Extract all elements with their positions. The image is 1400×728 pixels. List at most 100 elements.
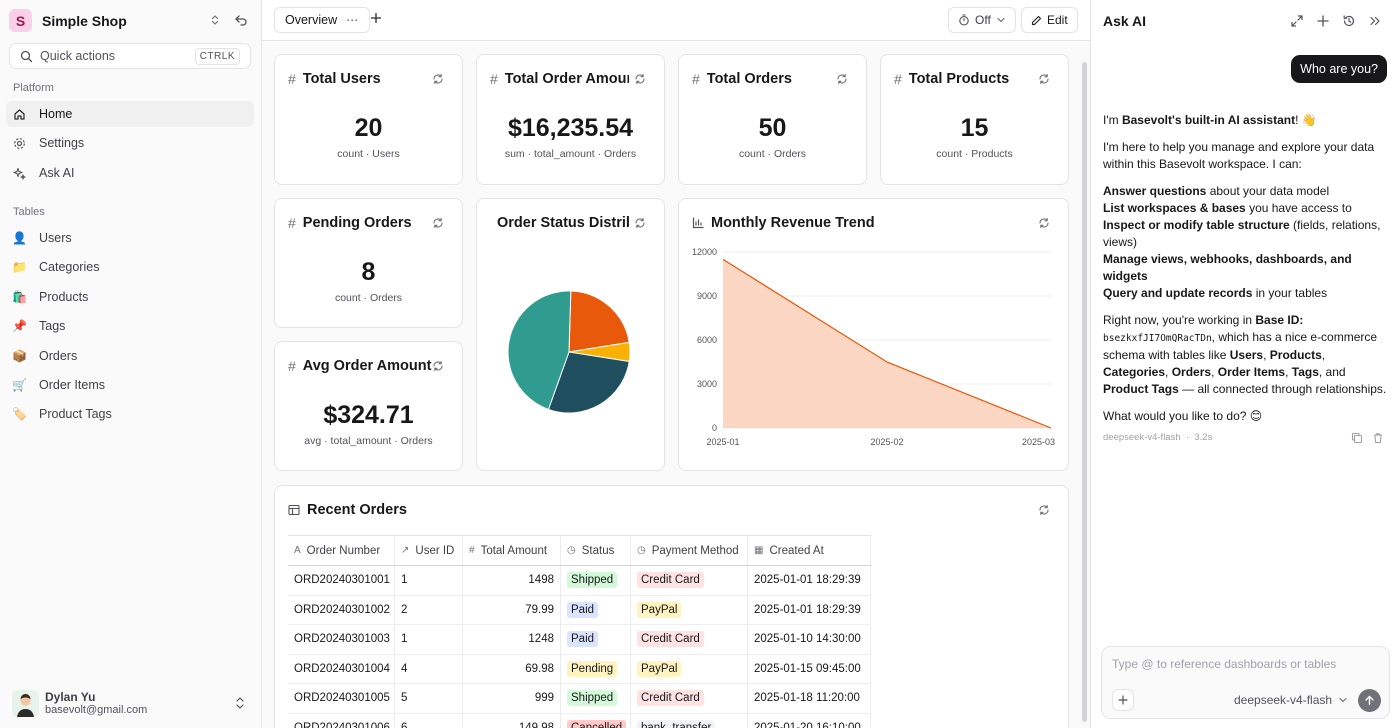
collapse-panel-icon[interactable] [1368,14,1382,28]
table-cell-order: ORD20240301002 [288,595,395,624]
auto-refresh-toggle[interactable]: Off [948,7,1016,33]
refresh-icon[interactable] [1038,73,1050,85]
pie-slice[interactable] [507,290,572,411]
cell-value: 2025-01-01 18:29:39 [754,603,861,616]
total-orders-widget[interactable]: # Total Orders 50 count · Orders [678,54,867,185]
table-row[interactable]: ORD20240301004 4 69.98 Pending PayPal 2025-01… [288,654,871,684]
sidebar-item-home[interactable]: Home [6,101,254,127]
refresh-icon[interactable] [432,73,444,85]
trash-icon[interactable] [1372,432,1384,444]
cell-value: ORD20240301004 [294,662,390,675]
copy-icon[interactable] [1351,432,1363,444]
table-row[interactable]: ORD20240301002 2 79.99 Paid PayPal 2025-01-01… [288,595,871,625]
send-button[interactable] [1358,689,1381,712]
pie-chart [507,290,631,414]
sidebar-item-table[interactable]: 📦 Orders [6,343,254,369]
table-row[interactable]: ORD20240301003 1 1248 Paid Credit Card 2025-0… [288,625,871,655]
status-badge: Cancelled [567,719,627,728]
undo-icon[interactable] [234,13,248,27]
sidebar-item-label: Users [39,231,72,245]
column-header[interactable]: ◷ Payment Method [631,536,748,565]
dashboard-scrollbar[interactable] [1082,52,1088,728]
text-fragment: I'm [1103,113,1122,127]
series-line[interactable] [722,258,1052,429]
sidebar-item-table[interactable]: 🛍️ Products [6,284,254,310]
attach-button[interactable] [1112,689,1134,711]
column-header-label: Status [581,544,615,557]
table-row[interactable]: ORD20240301005 5 999 Shipped Credit Card 2025… [288,684,871,714]
refresh-icon[interactable] [1038,504,1050,516]
history-icon[interactable] [1342,14,1356,28]
table-emoji-icon: 📌 [12,319,27,333]
model-select-value: deepseek-v4-flash [1234,693,1333,707]
edit-button[interactable]: Edit [1021,7,1078,33]
sidebar-item-ask-ai[interactable]: Ask AI [6,160,254,186]
sidebar-item-table[interactable]: 📌 Tags [6,313,254,339]
sidebar-item-table[interactable]: 📁 Categories [6,254,254,280]
user-message-bubble: Who are you? [1291,55,1387,83]
refresh-icon[interactable] [432,360,444,372]
chevron-down-icon [997,17,1005,23]
more-icon[interactable]: ⋯ [346,13,360,27]
pie-slice[interactable] [568,290,630,353]
column-header[interactable]: ↗ User ID [395,536,463,565]
table-cell-user: 5 [395,684,463,713]
quick-actions-button[interactable]: Quick actions CTRLK [9,43,251,69]
total-users-widget[interactable]: # Total Users 20 count · Users [274,54,463,185]
tables-section-label: Tables [13,206,45,218]
avg-order-amount-widget[interactable]: # Avg Order Amount $324.71 avg · total_am… [274,341,463,471]
capability-item: Manage views, webhooks, dashboards, and … [1103,251,1388,285]
new-chat-icon[interactable] [1316,14,1330,28]
pending-orders-widget[interactable]: # Pending Orders 8 count · Orders [274,198,463,328]
total-products-widget[interactable]: # Total Products 15 count · Products [880,54,1069,185]
refresh-icon[interactable] [432,217,444,229]
sidebar-item-label: Home [39,107,73,121]
table-row[interactable]: ORD20240301006 6 149.98 Cancelled bank_trans… [288,713,871,728]
expand-icon[interactable] [1290,14,1304,28]
x-tick-label: 2025-01 [706,437,739,447]
capability-detail: in your tables [1252,286,1328,300]
table-cell-order: ORD20240301001 [288,566,395,595]
column-header[interactable]: ◷ Status [561,536,631,565]
monthly-revenue-chart-widget[interactable]: Monthly Revenue Trend 0 3000 6000 9000 12000… [678,198,1069,471]
refresh-icon[interactable] [634,73,646,85]
column-header[interactable]: ▦ Created At [748,536,871,565]
sidebar-item-label: Order Items [39,378,105,392]
table-cell-order: ORD20240301006 [288,713,395,728]
scrollbar-thumb[interactable] [1082,62,1087,722]
user-menu[interactable]: Dylan Yu basevolt@gmail.com [12,689,254,719]
sort-arrows-icon[interactable] [208,13,222,27]
sidebar-item-table[interactable]: 🏷️ Product Tags [6,401,254,427]
pie-slice[interactable] [547,351,630,414]
dashboard-main: Overview ⋯ Off Edit # Total Users 20 coun… [262,0,1090,728]
widget-title: Total Order Amount [504,71,629,87]
workspace-switcher[interactable]: S Simple Shop [9,9,127,32]
total-order-amount-widget[interactable]: # Total Order Amount $16,235.54 sum · tot… [476,54,665,185]
widget-title: Order Status Distribution [497,215,629,231]
sidebar-item-table[interactable]: 🛒 Order Items [6,372,254,398]
add-tab-icon[interactable] [370,12,382,24]
column-header[interactable]: # Total Amount [463,536,561,565]
column-header[interactable]: A Order Number [288,536,395,565]
refresh-icon[interactable] [634,217,646,229]
table-cell-created: 2025-01-20 16:10:00 [748,713,871,728]
order-status-chart-widget[interactable]: Order Status Distribution [476,198,665,471]
recent-orders-widget[interactable]: Recent Orders A Order Number ↗ User ID # Tota… [274,485,1069,728]
model-select[interactable]: deepseek-v4-flash [1234,693,1348,707]
cell-value: 2025-01-20 16:10:00 [754,721,861,728]
y-tick-label: 12000 [692,247,717,257]
cell-value: 1 [401,633,408,646]
table-row[interactable]: ORD20240301001 1 1498 Shipped Credit Card 202… [288,566,871,596]
tab-overview[interactable]: Overview ⋯ [274,7,371,33]
refresh-icon[interactable] [1038,217,1050,229]
cell-value: 2025-01-18 11:20:00 [754,692,860,705]
text-fragment: Base ID: [1255,313,1304,327]
capability-title: Query and update records [1103,286,1253,300]
chat-input[interactable] [1112,657,1372,671]
refresh-icon[interactable] [836,73,848,85]
widget-title: Total Users [302,71,381,87]
payment-badge: PayPal [637,660,682,677]
table-cell-amount: 149.98 [463,713,561,728]
sidebar-item-table[interactable]: 👤 Users [6,225,254,251]
sidebar-item-settings[interactable]: Settings [6,130,254,156]
